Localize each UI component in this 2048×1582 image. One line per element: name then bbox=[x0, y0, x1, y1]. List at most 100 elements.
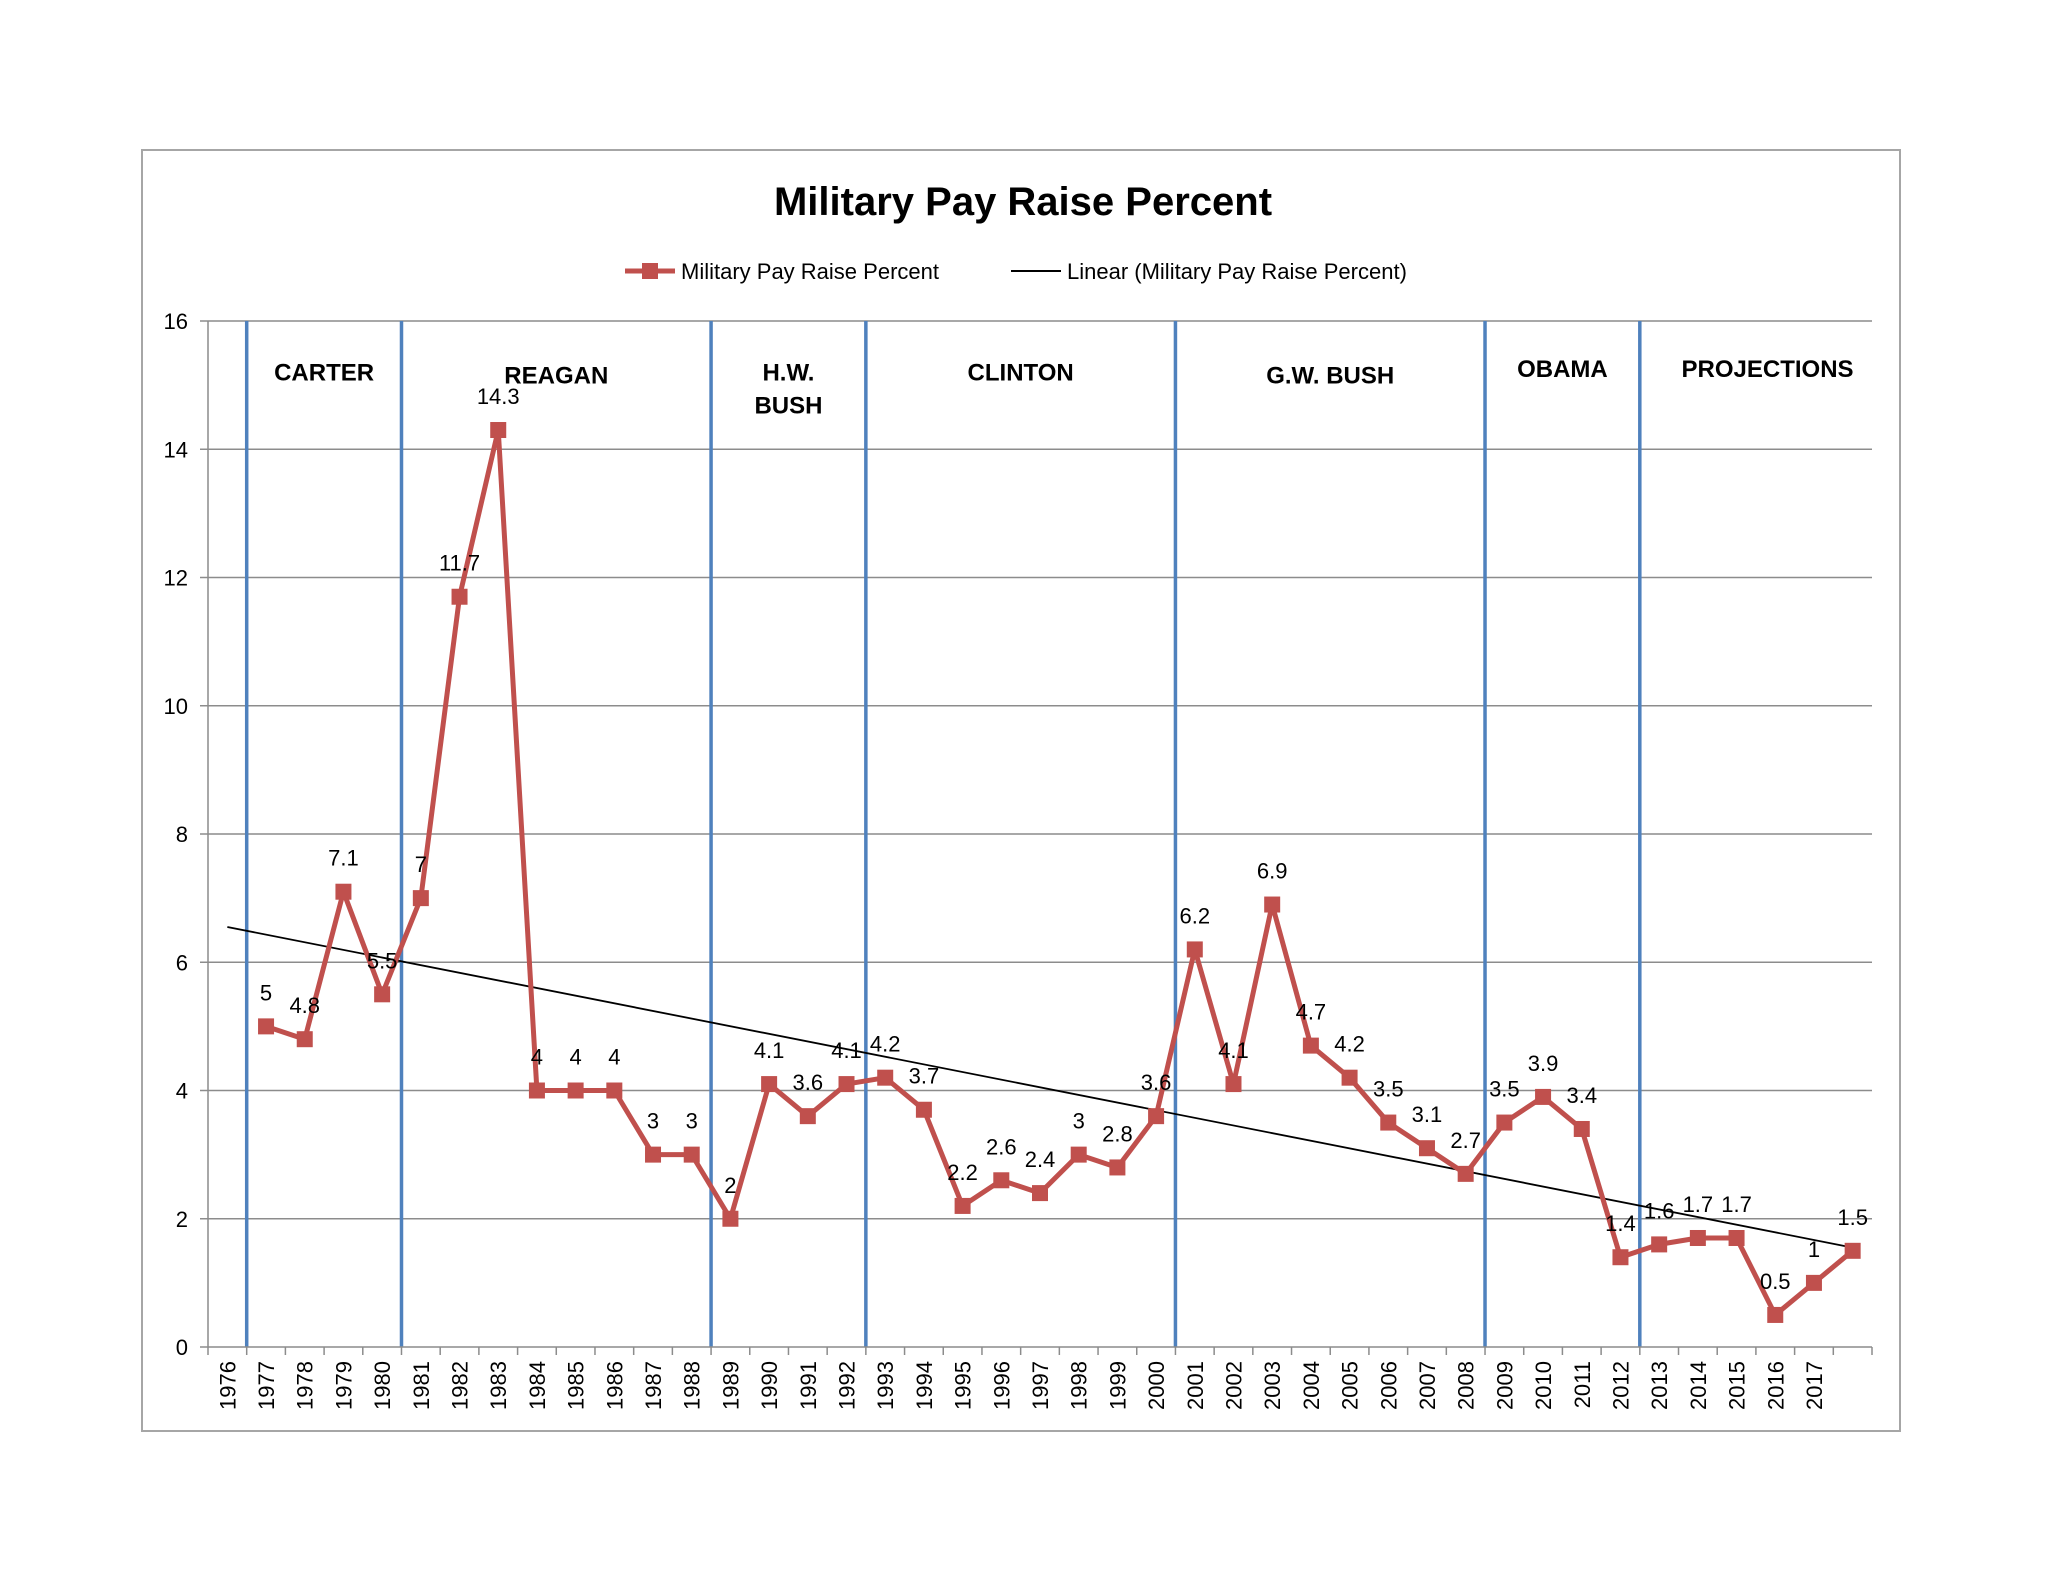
chart-svg: Military Pay Raise Percent Military Pay … bbox=[164, 180, 1873, 1410]
data-label: 4.8 bbox=[289, 993, 320, 1018]
data-point bbox=[799, 1108, 816, 1125]
data-point bbox=[761, 1076, 778, 1093]
data-label: 4.1 bbox=[831, 1038, 862, 1063]
x-tick-label: 1996 bbox=[989, 1361, 1014, 1410]
data-point bbox=[1070, 1146, 1087, 1163]
data-point bbox=[1457, 1165, 1474, 1182]
data-label: 3.4 bbox=[1566, 1083, 1597, 1108]
data-point bbox=[1496, 1114, 1513, 1131]
data-label: 3.6 bbox=[1141, 1070, 1172, 1095]
x-tick-label: 1981 bbox=[409, 1361, 434, 1410]
y-tick-label: 10 bbox=[164, 694, 188, 719]
data-label: 4.1 bbox=[754, 1038, 785, 1063]
data-point bbox=[374, 986, 391, 1003]
data-point bbox=[258, 1018, 275, 1035]
chart-title: Military Pay Raise Percent bbox=[774, 180, 1272, 224]
x-tick-label: 1993 bbox=[873, 1361, 898, 1410]
x-tick-label: 2005 bbox=[1338, 1361, 1363, 1410]
divider-layer bbox=[244, 321, 1642, 1347]
data-point bbox=[451, 588, 468, 605]
x-tick-label: 2012 bbox=[1608, 1361, 1633, 1410]
data-label: 2.6 bbox=[986, 1134, 1017, 1159]
x-tick-label: 1985 bbox=[564, 1361, 589, 1410]
y-tick-label: 16 bbox=[164, 309, 188, 334]
x-tick-label: 1989 bbox=[718, 1361, 743, 1410]
x-tick-label: 2009 bbox=[1492, 1361, 1517, 1410]
trend-layer bbox=[227, 926, 1853, 1249]
y-tick-label: 14 bbox=[164, 437, 188, 462]
data-point bbox=[1767, 1306, 1784, 1323]
data-label: 5.5 bbox=[367, 948, 398, 973]
data-point bbox=[606, 1082, 623, 1099]
data-label: 6.2 bbox=[1179, 903, 1210, 928]
era-label: G.W. BUSH bbox=[1266, 363, 1394, 390]
data-point bbox=[567, 1082, 584, 1099]
data-label: 3.6 bbox=[793, 1070, 824, 1095]
x-tick-label: 1991 bbox=[796, 1361, 821, 1410]
era-label: H.W. bbox=[762, 359, 814, 386]
data-point bbox=[1380, 1114, 1397, 1131]
data-label: 4 bbox=[570, 1045, 582, 1070]
data-label: 2.2 bbox=[947, 1160, 978, 1185]
trendline bbox=[227, 926, 1853, 1249]
grid-layer bbox=[208, 320, 1872, 1220]
data-point bbox=[1844, 1242, 1861, 1259]
series-line bbox=[265, 427, 1855, 1318]
data-label: 3.7 bbox=[909, 1064, 940, 1089]
data-label: 4 bbox=[608, 1045, 620, 1070]
data-point bbox=[1689, 1229, 1706, 1246]
data-point bbox=[645, 1146, 662, 1163]
data-label: 3.9 bbox=[1528, 1051, 1559, 1076]
x-tick-label: 1994 bbox=[912, 1361, 937, 1410]
data-label: 1.4 bbox=[1605, 1211, 1636, 1236]
x-tick-label: 1988 bbox=[680, 1361, 705, 1410]
data-point bbox=[1032, 1185, 1048, 1202]
x-tick-label: 2003 bbox=[1260, 1361, 1285, 1410]
x-tick-label: 1987 bbox=[641, 1361, 666, 1410]
data-point bbox=[1612, 1249, 1629, 1266]
data-label: 3 bbox=[647, 1109, 659, 1134]
data-label: 3.1 bbox=[1412, 1102, 1443, 1127]
data-label: 7 bbox=[415, 852, 427, 877]
data-point bbox=[1341, 1069, 1358, 1086]
x-tick-label: 2004 bbox=[1299, 1361, 1324, 1410]
x-tick-label: 1983 bbox=[486, 1361, 511, 1410]
x-tick-label: 1992 bbox=[835, 1361, 860, 1410]
data-point bbox=[296, 1031, 313, 1048]
data-point bbox=[1728, 1229, 1745, 1246]
y-tick-label: 4 bbox=[176, 1079, 188, 1104]
x-tick-label: 2010 bbox=[1531, 1361, 1556, 1410]
x-tick-label: 2015 bbox=[1725, 1361, 1750, 1410]
data-label: 0.5 bbox=[1760, 1269, 1791, 1294]
x-tick-label: 2013 bbox=[1647, 1361, 1672, 1410]
data-label: 2.4 bbox=[1025, 1147, 1056, 1172]
data-point bbox=[683, 1146, 700, 1163]
x-tick-label: 1977 bbox=[254, 1361, 279, 1410]
y-tick-label: 12 bbox=[164, 566, 188, 591]
data-label: 3 bbox=[1073, 1109, 1085, 1134]
data-point bbox=[1805, 1274, 1822, 1291]
data-label: 2 bbox=[724, 1173, 736, 1198]
data-label: 5 bbox=[260, 980, 272, 1005]
era-label: PROJECTIONS bbox=[1682, 356, 1854, 383]
data-label: 7.1 bbox=[328, 846, 359, 871]
x-tick-label: 1984 bbox=[525, 1361, 550, 1410]
x-tick-label: 2014 bbox=[1686, 1361, 1711, 1410]
data-label: 14.3 bbox=[477, 384, 520, 409]
x-tick-label: 2016 bbox=[1763, 1361, 1788, 1410]
data-label: 4.7 bbox=[1296, 1000, 1327, 1025]
legend-series-marker bbox=[642, 263, 658, 279]
era-label: CARTER bbox=[274, 359, 374, 386]
legend: Military Pay Raise Percent Linear (Milit… bbox=[625, 259, 1407, 284]
data-point bbox=[1418, 1140, 1435, 1157]
x-tick-label: 2000 bbox=[1144, 1361, 1169, 1410]
era-label: BUSH bbox=[754, 392, 822, 419]
data-point bbox=[1225, 1076, 1242, 1093]
x-tick-label: 1982 bbox=[448, 1361, 473, 1410]
data-point bbox=[1573, 1120, 1590, 1137]
data-point bbox=[1109, 1159, 1126, 1176]
data-point bbox=[1186, 941, 1203, 958]
series-layer bbox=[258, 422, 1861, 1323]
